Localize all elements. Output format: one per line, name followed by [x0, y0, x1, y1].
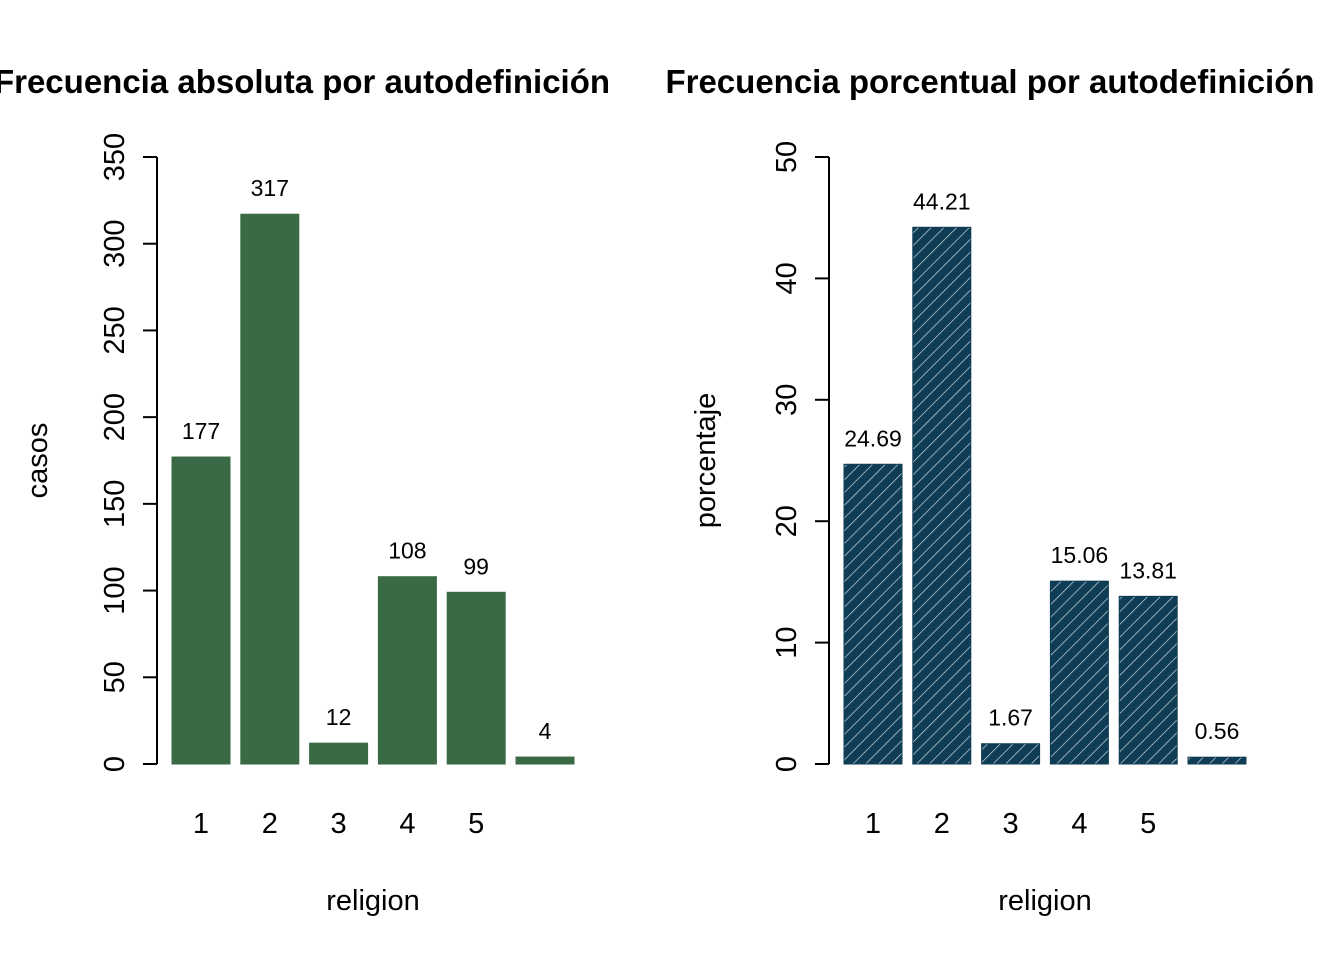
- data-label: 0.56: [1195, 718, 1240, 744]
- y-tick-label: 250: [99, 306, 131, 354]
- chart-panel-absolute: Frecuencia absoluta por autodefinición 0 5…: [0, 63, 610, 917]
- x-tick-label: 2: [262, 808, 278, 840]
- y-tick-label: 50: [99, 661, 131, 693]
- x-tick-label: 1: [193, 808, 209, 840]
- data-label: 1.67: [988, 705, 1033, 731]
- bar: [309, 742, 369, 765]
- data-label: 44.21: [913, 188, 971, 214]
- x-tick-label: 4: [1071, 808, 1087, 840]
- bar: [1049, 580, 1109, 765]
- y-tick-label: 200: [99, 393, 131, 441]
- y-tick-label: 0: [99, 756, 131, 772]
- y-axis-label: casos: [22, 423, 54, 499]
- data-label: 108: [388, 538, 426, 564]
- bar: [240, 213, 300, 765]
- x-axis-label: religion: [326, 885, 420, 917]
- bar: [171, 456, 231, 765]
- data-label: 15.06: [1051, 542, 1109, 568]
- x-tick-label: 3: [1003, 808, 1019, 840]
- y-tick-label: 350: [99, 133, 131, 181]
- bar: [515, 756, 575, 765]
- chart-title: Frecuencia porcentual por autodefinición: [665, 63, 1314, 100]
- y-tick-label: 50: [771, 141, 803, 173]
- y-tick-label: 150: [99, 480, 131, 528]
- y-tick-label: 20: [771, 505, 803, 537]
- y-tick-label: 0: [771, 756, 803, 772]
- x-tick-label: 4: [399, 808, 415, 840]
- data-label: 13.81: [1119, 557, 1177, 583]
- x-axis-label: religion: [998, 885, 1092, 917]
- chart-title: Frecuencia absoluta por autodefinición: [0, 63, 610, 100]
- x-tick-label: 5: [1140, 808, 1156, 840]
- data-label: 99: [463, 553, 489, 579]
- data-label: 24.69: [844, 425, 902, 451]
- y-tick-label: 10: [771, 626, 803, 658]
- bar: [1118, 595, 1178, 765]
- bar: [1187, 756, 1247, 765]
- x-tick-label: 1: [865, 808, 881, 840]
- data-label: 317: [251, 175, 289, 201]
- x-tick-label: 5: [468, 808, 484, 840]
- y-tick-label: 100: [99, 566, 131, 614]
- bar: [912, 226, 972, 765]
- bar: [843, 463, 903, 765]
- data-label: 12: [326, 704, 352, 730]
- y-axis-label: porcentaje: [690, 393, 722, 528]
- bar: [446, 591, 506, 765]
- y-tick-label: 40: [771, 262, 803, 294]
- y-tick-label: 300: [99, 220, 131, 268]
- bar: [377, 576, 437, 765]
- data-label: 177: [182, 418, 220, 444]
- bar: [981, 743, 1041, 765]
- y-tick-label: 30: [771, 384, 803, 416]
- chart-panel-percentage: Frecuencia porcentual por autodefinición…: [665, 63, 1314, 917]
- data-label: 4: [539, 718, 552, 744]
- x-tick-label: 2: [934, 808, 950, 840]
- x-tick-label: 3: [331, 808, 347, 840]
